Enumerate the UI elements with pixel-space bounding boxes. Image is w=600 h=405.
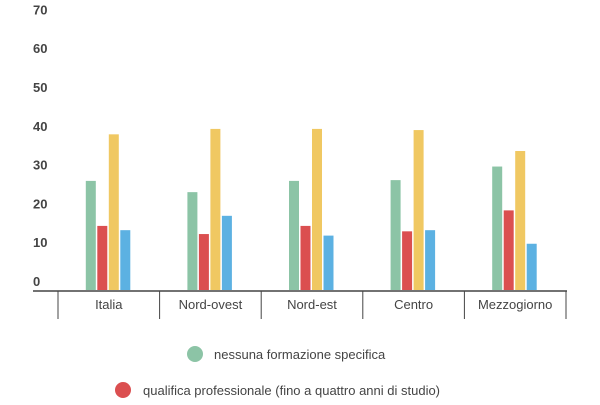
y-tick-label: 50 bbox=[33, 80, 47, 95]
bar-mezzogiorno-series-4 bbox=[526, 243, 537, 290]
y-axis: 0 10 20 30 40 50 60 70 bbox=[33, 2, 47, 289]
bar-centro-series-3 bbox=[413, 130, 424, 290]
x-tick-label: Centro bbox=[394, 297, 433, 312]
bar-nord-ovest-series-2 bbox=[198, 234, 209, 290]
x-tick-label: Nord-ovest bbox=[179, 297, 243, 312]
y-tick-label: 30 bbox=[33, 158, 47, 173]
x-tick-label: Italia bbox=[95, 297, 123, 312]
bar-italia-series-4 bbox=[120, 230, 131, 290]
bar-mezzogiorno-series-3 bbox=[515, 151, 526, 290]
bar-centro-series-4 bbox=[425, 230, 436, 290]
y-tick-label: 0 bbox=[33, 274, 40, 289]
bar-nord-est-series-4 bbox=[323, 235, 334, 290]
bar-mezzogiorno-series-1 bbox=[492, 166, 503, 290]
x-tick-label: Mezzogiorno bbox=[478, 297, 552, 312]
legend: nessuna formazione specifica qualifica pr… bbox=[115, 346, 440, 398]
legend-label: qualifica professionale (fino a quattro … bbox=[143, 383, 440, 398]
bar-nord-ovest-series-1 bbox=[187, 192, 198, 290]
y-tick-label: 10 bbox=[33, 235, 47, 250]
bar-nord-est-series-2 bbox=[300, 225, 311, 290]
bar-italia-series-1 bbox=[85, 180, 96, 290]
y-tick-label: 20 bbox=[33, 196, 47, 211]
bar-nord-ovest-series-3 bbox=[210, 128, 221, 290]
y-tick-label: 70 bbox=[33, 2, 47, 17]
x-tick-label: Nord-est bbox=[287, 297, 337, 312]
bar-nord-est-series-1 bbox=[289, 180, 299, 290]
legend-marker bbox=[115, 382, 131, 398]
x-axis: Italia Nord-ovest Nord-est Centro Mezzogiorn… bbox=[33, 290, 567, 319]
y-tick-label: 40 bbox=[33, 119, 47, 134]
bar-italia-series-3 bbox=[108, 134, 119, 290]
bar-nord-est-series-3 bbox=[312, 128, 322, 290]
bar-nord-ovest-series-4 bbox=[221, 215, 232, 290]
bar-mezzogiorno-series-2 bbox=[503, 210, 514, 290]
legend-marker bbox=[187, 346, 203, 362]
y-tick-label: 60 bbox=[33, 41, 47, 56]
bar-centro-series-2 bbox=[402, 231, 413, 290]
bar-centro-series-1 bbox=[390, 180, 401, 290]
bar-italia-series-2 bbox=[97, 225, 108, 290]
bars bbox=[85, 128, 537, 290]
legend-label: nessuna formazione specifica bbox=[214, 347, 386, 362]
